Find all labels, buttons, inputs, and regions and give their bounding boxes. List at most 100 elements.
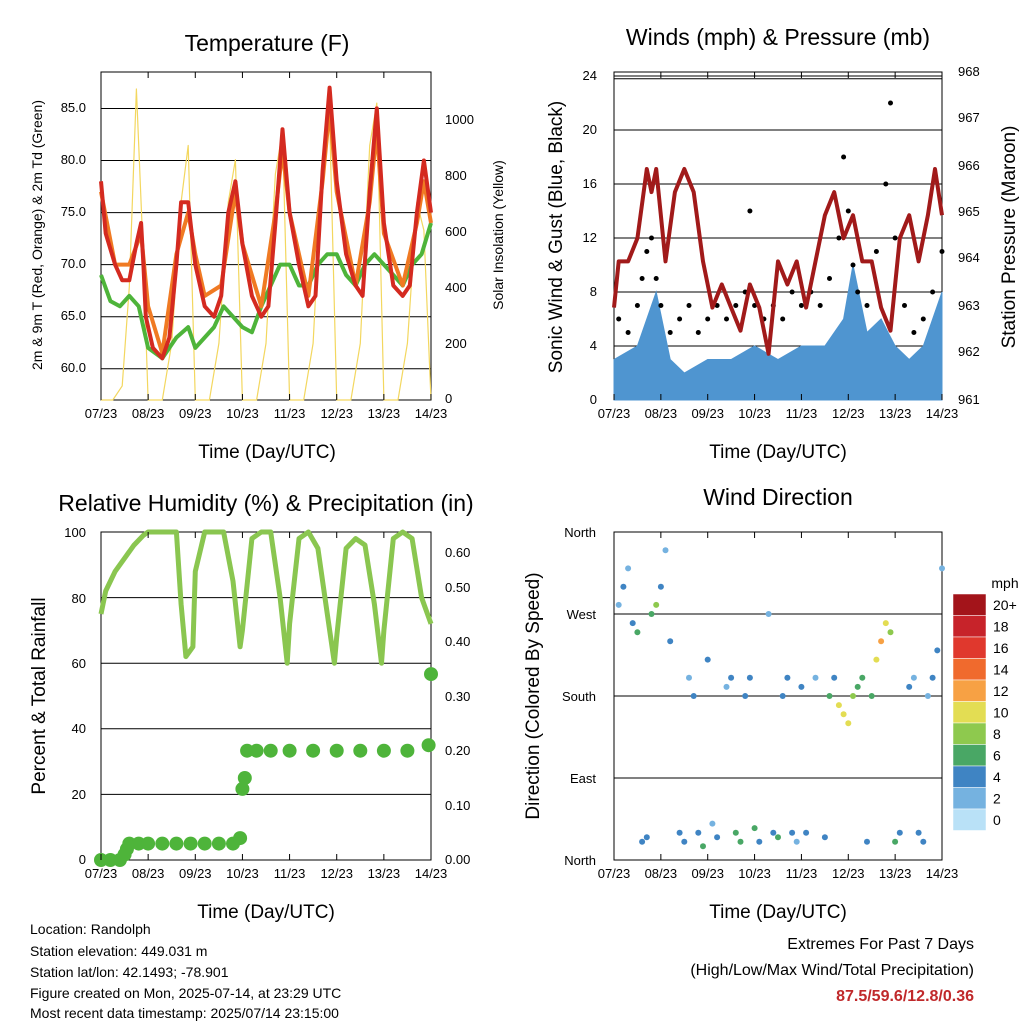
relative-humidity-line — [98, 529, 434, 666]
colorbar-label: 18 — [993, 619, 1009, 635]
precipitation-point — [249, 743, 264, 758]
precipitation-point — [197, 836, 212, 851]
x-tick-label: 07/23 — [598, 866, 631, 881]
direction-ytick: West — [567, 607, 597, 622]
colorbar-swatch — [952, 701, 987, 724]
wind-gust-point — [686, 303, 692, 308]
precipitation-point — [155, 836, 170, 851]
direction-point — [765, 611, 772, 617]
colorbar-swatch — [952, 615, 987, 638]
colorbar-swatch — [952, 808, 987, 831]
wind-gust-point — [850, 262, 856, 268]
colorbar-label: 8 — [993, 726, 1001, 742]
direction-point — [667, 638, 674, 645]
colorbar-swatch — [952, 787, 987, 810]
temperature-title: Temperature (F) — [185, 30, 350, 56]
temperature-ytick: 70.0 — [61, 256, 86, 271]
x-tick-label: 08/23 — [645, 406, 678, 421]
temperature-ytick: 65.0 — [61, 308, 86, 323]
x-tick-label: 09/23 — [179, 406, 212, 421]
direction-point — [732, 829, 739, 836]
wind-gust-point — [902, 303, 907, 308]
x-tick-label: 10/23 — [226, 406, 259, 421]
direction-point — [746, 674, 753, 681]
x-tick-label: 09/23 — [179, 866, 212, 881]
x-tick-label: 11/23 — [274, 406, 306, 421]
winds-xlabel: Time (Day/UTC) — [709, 442, 847, 463]
x-tick-label: 08/23 — [132, 866, 165, 881]
direction-point — [826, 693, 833, 699]
colorbar-title: mph — [991, 575, 1018, 591]
winds-ytick-right: 965 — [958, 204, 980, 219]
direction-point — [892, 838, 899, 845]
humidity-ytick: 100 — [64, 525, 86, 540]
direction-point — [793, 838, 800, 845]
direction-point — [873, 656, 880, 663]
temperature-yticks-right: 0 200 400 600 800 1000 — [445, 112, 474, 406]
humidity-ytick: 80 — [72, 591, 86, 606]
colorbar-swatch — [952, 679, 987, 702]
humidity-title: Relative Humidity (%) & Precipitation (i… — [58, 490, 473, 516]
direction-point — [676, 829, 683, 836]
direction-point — [704, 656, 711, 663]
temperature-ylabel-left: 2m & 9m T (Red, Orange) & 2m Td (Green) — [29, 100, 45, 370]
winds-ytick-right: 964 — [958, 250, 980, 265]
wind-gust-point — [841, 154, 847, 160]
wind-gust-point — [930, 289, 936, 295]
direction-point — [639, 838, 646, 845]
direction-point — [915, 829, 922, 836]
temperature-ytick-right: 200 — [445, 336, 467, 351]
wind-gust-point — [883, 181, 889, 187]
wind-gust-point — [634, 303, 640, 308]
winds-ytick: 16 — [583, 176, 597, 191]
direction-point — [887, 629, 894, 636]
direction-point — [910, 674, 917, 681]
precipitation-point — [282, 743, 297, 758]
wind-gust-point — [888, 100, 893, 106]
direction-panel: Wind Direction Time (Day/UTC) Direction … — [523, 484, 1019, 923]
station-pressure-line — [612, 167, 944, 356]
wind-gust-point — [939, 249, 945, 254]
humidity-ytick-right: 0.00 — [445, 852, 470, 867]
colorbar-swatch — [952, 636, 987, 659]
direction-point — [653, 601, 660, 608]
direction-point — [831, 674, 838, 681]
temperature-ytick: 80.0 — [61, 152, 86, 167]
direction-point — [629, 620, 636, 627]
temperature-plot-frame — [100, 71, 432, 401]
x-tick-label: 12/23 — [832, 406, 865, 421]
precipitation-point — [376, 743, 391, 758]
direction-point — [789, 829, 796, 836]
direction-point — [854, 683, 861, 690]
winds-ytick-right: 963 — [958, 298, 980, 313]
temperature-panel: Temperature (F) Time (Day/UTC) 2m & 9m T… — [29, 30, 506, 463]
wind-gust-point — [845, 208, 851, 214]
direction-point — [929, 674, 936, 681]
winds-ytick: 8 — [590, 284, 597, 299]
info-elevation: Station elevation: 449.031 m — [30, 943, 208, 959]
precipitation-point — [233, 831, 248, 846]
colorbar-label: 12 — [993, 683, 1009, 699]
x-tick-label: 07/23 — [85, 406, 118, 421]
precipitation-point — [421, 738, 436, 753]
winds-ytick: 24 — [583, 68, 597, 83]
wind-gust-point — [644, 249, 650, 254]
x-tick-label: 13/23 — [879, 866, 912, 881]
wind-gust-point — [695, 330, 701, 335]
humidity-ytick-right: 0.10 — [445, 798, 470, 813]
colorbar-swatch — [952, 593, 987, 616]
precipitation-point — [235, 781, 250, 796]
colorbar-swatch — [952, 658, 987, 681]
winds-ytick: 12 — [583, 230, 597, 245]
humidity-xlabel: Time (Day/UTC) — [197, 902, 335, 923]
wind-gust-point — [733, 303, 739, 308]
info-latlon: Station lat/lon: 42.1493; -78.901 — [30, 964, 229, 980]
humidity-ylabel-left: Percent & Total Rainfall — [29, 597, 50, 794]
extremes-values: 87.5/59.6/12.8/0.36 — [836, 988, 974, 1005]
x-tick-labels: 07/23 08/23 09/23 10/23 11/23 12/23 13/23 14/23… — [85, 406, 959, 881]
direction-title: Wind Direction — [703, 484, 853, 510]
winds-ytick: 4 — [590, 338, 597, 353]
winds-ylabel-right: Station Pressure (Maroon) — [999, 126, 1020, 349]
wind-gust-point — [827, 276, 832, 281]
precipitation-point — [183, 836, 198, 851]
